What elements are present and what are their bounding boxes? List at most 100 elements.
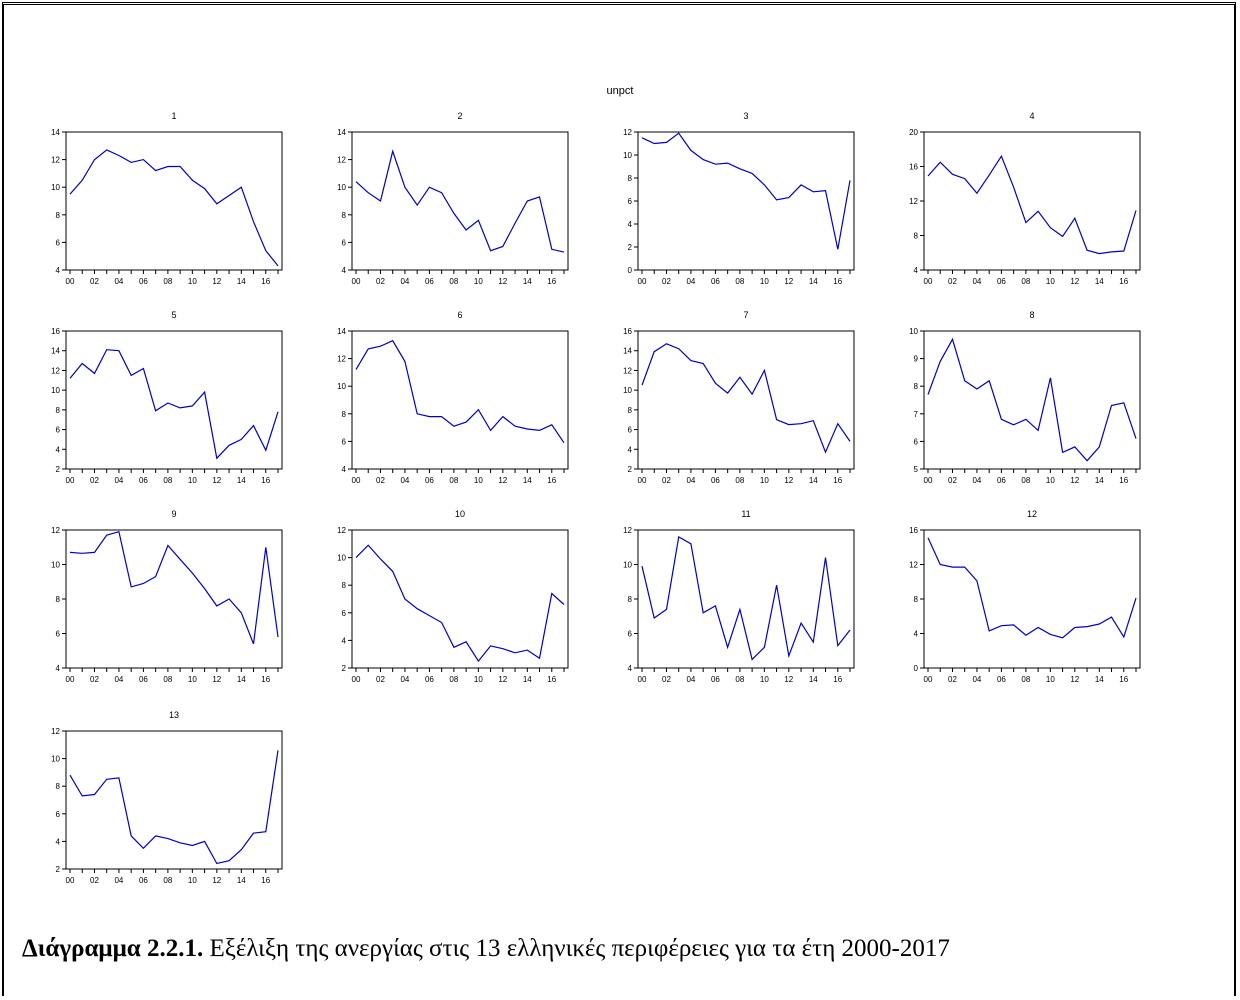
y-tick-label: 0	[628, 266, 633, 275]
x-tick-label: 06	[139, 675, 148, 684]
x-tick-label: 04	[114, 277, 123, 286]
series-line	[641, 343, 851, 454]
x-tick-label: 08	[1021, 277, 1030, 286]
y-tick-label: 10	[51, 561, 60, 570]
x-tick-label: 14	[237, 277, 246, 286]
y-tick-label: 4	[914, 266, 919, 275]
y-tick-label: 12	[623, 526, 632, 535]
x-tick-label: 10	[474, 476, 483, 485]
y-tick-label: 4	[628, 445, 633, 454]
x-tick-label: 12	[1070, 277, 1079, 286]
y-tick-label: 10	[337, 554, 346, 563]
x-tick-label: 04	[686, 277, 695, 286]
plot-frame	[637, 131, 855, 271]
y-tick-label: 10	[51, 386, 60, 395]
y-tick-label: 8	[56, 595, 61, 604]
x-tick-label: 10	[188, 675, 197, 684]
x-tick-label: 04	[972, 277, 981, 286]
x-tick-label: 02	[376, 675, 385, 684]
panel-title: 8	[1029, 310, 1034, 320]
y-tick-label: 16	[909, 163, 918, 172]
x-tick-label: 06	[139, 876, 148, 885]
x-tick-label: 12	[498, 476, 507, 485]
x-tick-label: 12	[784, 476, 793, 485]
panel-10: 10 2 4 6 8 10 12 00 02 04 06 08 10 12 14 16	[337, 509, 569, 684]
series-line	[927, 337, 1137, 462]
y-tick-label: 4	[342, 266, 347, 275]
panel-8: 8 5 6 7 8 9 10 00 02 04 06 08 10 12 14 16	[909, 310, 1141, 485]
panel-11: 11 4 6 8 10 12 00 02 04 06 08 10 12 14 16	[623, 509, 855, 684]
x-tick-label: 02	[90, 476, 99, 485]
plot-frame	[923, 330, 1141, 470]
x-tick-label: 14	[523, 277, 532, 286]
panel-title: 6	[457, 310, 462, 320]
panel-title: 13	[169, 710, 179, 720]
panel-9: 9 4 6 8 10 12 00 02 04 06 08 10 12 14 16	[51, 509, 283, 684]
y-tick-label: 2	[628, 465, 633, 474]
y-tick-label: 10	[51, 183, 60, 192]
y-tick-label: 7	[914, 410, 919, 419]
y-tick-label: 10	[337, 183, 346, 192]
x-tick-label: 06	[425, 476, 434, 485]
series-line	[927, 154, 1137, 255]
panel-title: 12	[1027, 509, 1037, 519]
y-tick-label: 4	[56, 266, 61, 275]
x-tick-label: 04	[400, 675, 409, 684]
y-tick-label: 6	[342, 238, 347, 247]
x-tick-label: 00	[924, 476, 933, 485]
y-tick-label: 8	[56, 406, 61, 415]
y-tick-label: 8	[342, 211, 347, 220]
x-tick-label: 04	[972, 476, 981, 485]
panel-7: 7 2 4 6 8 10 12 14 16 00 02 04 06 08 10 12 14 16	[623, 310, 855, 485]
y-tick-label: 6	[56, 630, 61, 639]
x-tick-label: 02	[662, 277, 671, 286]
x-tick-label: 16	[547, 476, 556, 485]
y-tick-label: 14	[51, 347, 60, 356]
y-tick-label: 4	[56, 664, 61, 673]
y-tick-label: 9	[914, 355, 919, 364]
plot-frame	[351, 529, 569, 669]
x-tick-label: 00	[66, 675, 75, 684]
x-tick-label: 16	[547, 277, 556, 286]
plot-frame	[923, 131, 1141, 271]
plot-frame	[351, 131, 569, 271]
x-tick-label: 14	[1095, 277, 1104, 286]
x-tick-label: 00	[638, 675, 647, 684]
y-tick-label: 10	[623, 386, 632, 395]
x-tick-label: 12	[784, 675, 793, 684]
y-tick-label: 6	[56, 238, 61, 247]
x-tick-label: 08	[163, 876, 172, 885]
y-tick-label: 6	[342, 437, 347, 446]
x-tick-label: 04	[114, 675, 123, 684]
y-tick-label: 8	[628, 406, 633, 415]
y-tick-label: 8	[914, 595, 919, 604]
plot-frame	[65, 131, 283, 271]
x-tick-label: 00	[66, 476, 75, 485]
panel-6: 6 4 6 8 10 12 14 00 02 04 06 08 10 12 14 16	[337, 310, 569, 485]
panel-title: 2	[457, 111, 462, 121]
series-line	[69, 149, 279, 267]
x-tick-label: 02	[376, 277, 385, 286]
x-tick-label: 14	[809, 675, 818, 684]
plot-frame	[65, 330, 283, 470]
x-tick-label: 08	[163, 476, 172, 485]
x-tick-label: 00	[638, 476, 647, 485]
x-tick-label: 06	[997, 476, 1006, 485]
y-tick-label: 4	[628, 664, 633, 673]
x-tick-label: 08	[1021, 675, 1030, 684]
y-tick-label: 14	[51, 128, 60, 137]
x-tick-label: 12	[1070, 675, 1079, 684]
series-line	[69, 750, 279, 865]
y-tick-label: 12	[51, 366, 60, 375]
x-tick-label: 10	[188, 277, 197, 286]
x-tick-label: 06	[997, 277, 1006, 286]
x-tick-label: 08	[449, 675, 458, 684]
x-tick-label: 06	[139, 476, 148, 485]
y-tick-label: 2	[342, 664, 347, 673]
x-tick-label: 04	[686, 476, 695, 485]
x-tick-label: 14	[1095, 476, 1104, 485]
x-tick-label: 16	[261, 876, 270, 885]
y-tick-label: 8	[342, 410, 347, 419]
figure-caption: Διάγραμμα 2.2.1. Εξέλιξη της ανεργίας στ…	[22, 935, 950, 963]
